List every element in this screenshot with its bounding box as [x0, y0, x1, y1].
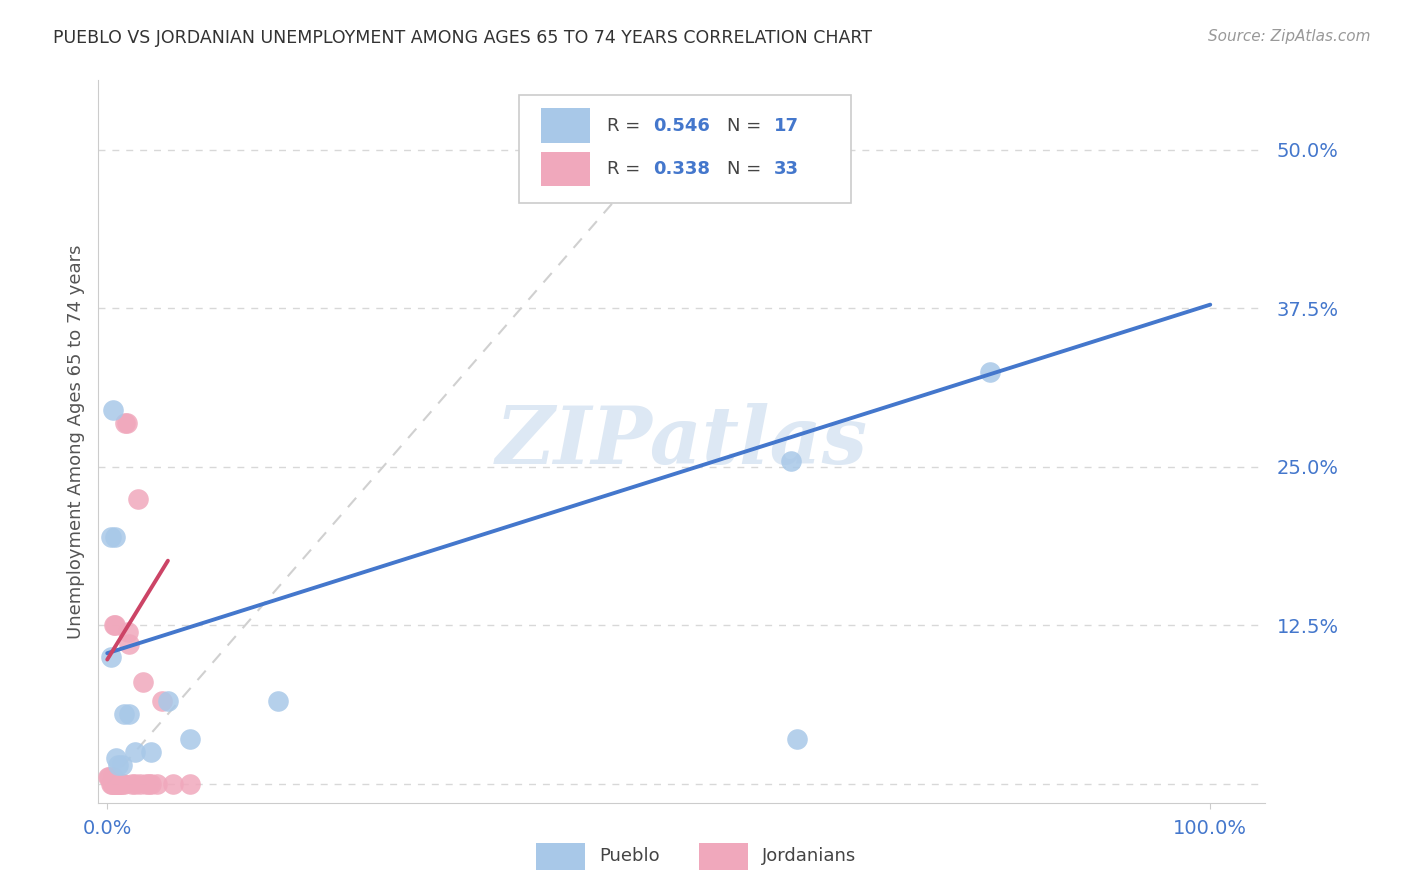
Point: [114, 416, 136, 430]
Point: [152, 694, 174, 708]
Point: [786, 732, 808, 747]
Point: [105, 777, 128, 791]
Point: [98, 771, 121, 785]
Point: [105, 777, 128, 791]
Point: [127, 491, 149, 506]
Point: [101, 771, 124, 785]
Point: [141, 777, 163, 791]
Point: [117, 624, 139, 639]
Point: [141, 745, 163, 759]
FancyBboxPatch shape: [536, 843, 585, 870]
Text: 33: 33: [775, 161, 799, 178]
Point: [107, 757, 129, 772]
Text: 0.338: 0.338: [652, 161, 710, 178]
Y-axis label: Unemployment Among Ages 65 to 74 years: Unemployment Among Ages 65 to 74 years: [66, 244, 84, 639]
Text: Pueblo: Pueblo: [599, 847, 659, 865]
Point: [101, 777, 124, 791]
Point: [105, 751, 128, 765]
Point: [138, 777, 160, 791]
FancyBboxPatch shape: [699, 843, 748, 870]
Text: R =: R =: [607, 161, 647, 178]
Point: [162, 777, 184, 791]
Point: [179, 777, 201, 791]
Point: [97, 771, 120, 785]
Point: [108, 777, 131, 791]
Text: Jordanians: Jordanians: [762, 847, 856, 865]
Point: [780, 453, 803, 467]
Point: [107, 777, 129, 791]
Point: [267, 694, 290, 708]
Point: [104, 530, 127, 544]
Point: [124, 745, 146, 759]
Point: [115, 416, 138, 430]
Point: [179, 732, 201, 747]
Point: [104, 618, 127, 632]
Point: [100, 530, 122, 544]
Point: [100, 777, 122, 791]
Point: [121, 777, 143, 791]
FancyBboxPatch shape: [519, 95, 851, 203]
Point: [112, 777, 135, 791]
Text: Source: ZipAtlas.com: Source: ZipAtlas.com: [1208, 29, 1371, 45]
FancyBboxPatch shape: [541, 109, 589, 143]
Text: N =: N =: [727, 117, 768, 135]
Text: PUEBLO VS JORDANIAN UNEMPLOYMENT AMONG AGES 65 TO 74 YEARS CORRELATION CHART: PUEBLO VS JORDANIAN UNEMPLOYMENT AMONG A…: [53, 29, 873, 47]
Text: 0.546: 0.546: [652, 117, 710, 135]
Point: [112, 707, 135, 722]
FancyBboxPatch shape: [541, 152, 589, 186]
Text: R =: R =: [607, 117, 647, 135]
Point: [129, 777, 152, 791]
Text: N =: N =: [727, 161, 768, 178]
Point: [118, 637, 141, 651]
Point: [146, 777, 169, 791]
Point: [107, 777, 129, 791]
Point: [103, 618, 125, 632]
Point: [124, 777, 146, 791]
Point: [100, 777, 122, 791]
Point: [979, 365, 1001, 379]
Text: ZIPatlas: ZIPatlas: [496, 403, 868, 480]
Point: [110, 757, 132, 772]
Point: [101, 402, 124, 417]
Point: [100, 650, 122, 665]
Point: [118, 707, 141, 722]
Point: [135, 777, 157, 791]
Point: [110, 777, 132, 791]
Text: 17: 17: [775, 117, 799, 135]
Point: [131, 675, 153, 690]
Point: [105, 777, 128, 791]
Point: [110, 777, 132, 791]
Point: [156, 694, 179, 708]
